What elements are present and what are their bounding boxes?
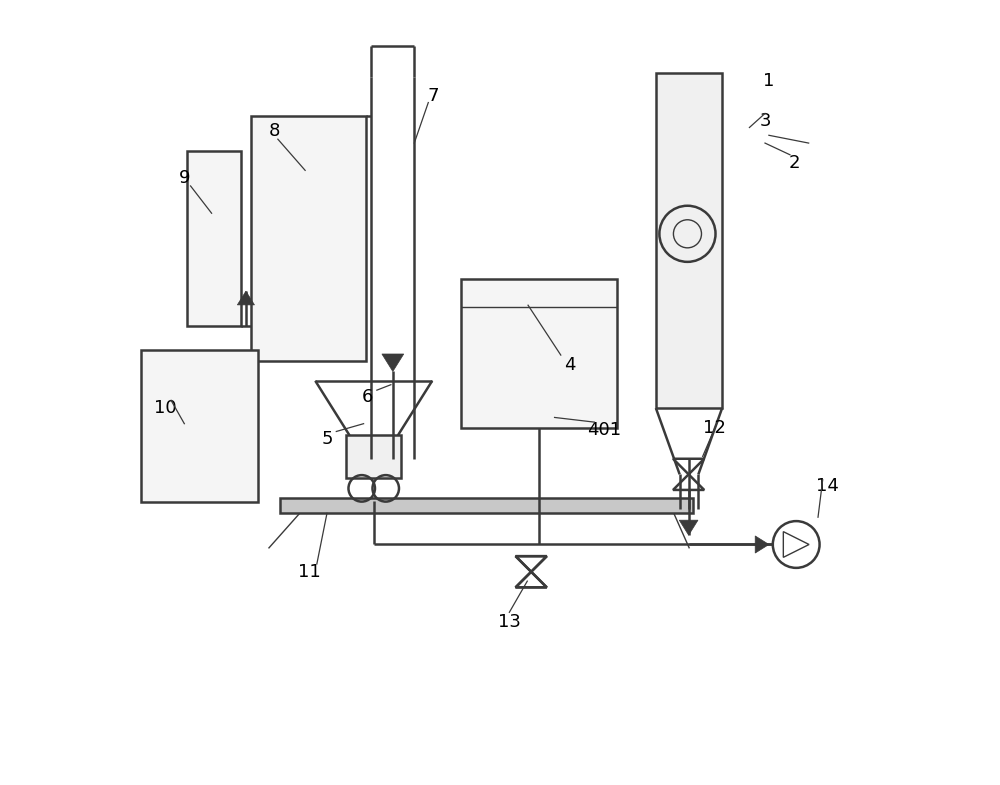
Text: 1: 1 — [763, 71, 775, 89]
Bar — [280, 498, 693, 513]
Polygon shape — [679, 520, 698, 535]
Text: 8: 8 — [268, 122, 280, 141]
Text: 13: 13 — [498, 613, 521, 631]
Text: 3: 3 — [759, 112, 771, 130]
Bar — [346, 436, 401, 478]
Text: 9: 9 — [179, 169, 190, 187]
Text: 2: 2 — [789, 154, 800, 172]
Text: 5: 5 — [321, 430, 333, 448]
Text: 11: 11 — [298, 563, 320, 581]
Text: 10: 10 — [154, 399, 176, 417]
Bar — [141, 349, 258, 502]
Bar — [656, 73, 722, 408]
Text: 4: 4 — [564, 356, 576, 374]
Bar — [187, 151, 241, 327]
Text: 7: 7 — [428, 87, 439, 105]
Text: 6: 6 — [362, 388, 373, 406]
Text: 12: 12 — [703, 418, 726, 436]
Polygon shape — [237, 291, 254, 305]
Bar — [461, 279, 617, 428]
Bar — [251, 116, 366, 361]
Polygon shape — [755, 536, 769, 553]
Text: 14: 14 — [816, 477, 839, 495]
Polygon shape — [382, 354, 404, 371]
Text: 401: 401 — [587, 421, 622, 439]
